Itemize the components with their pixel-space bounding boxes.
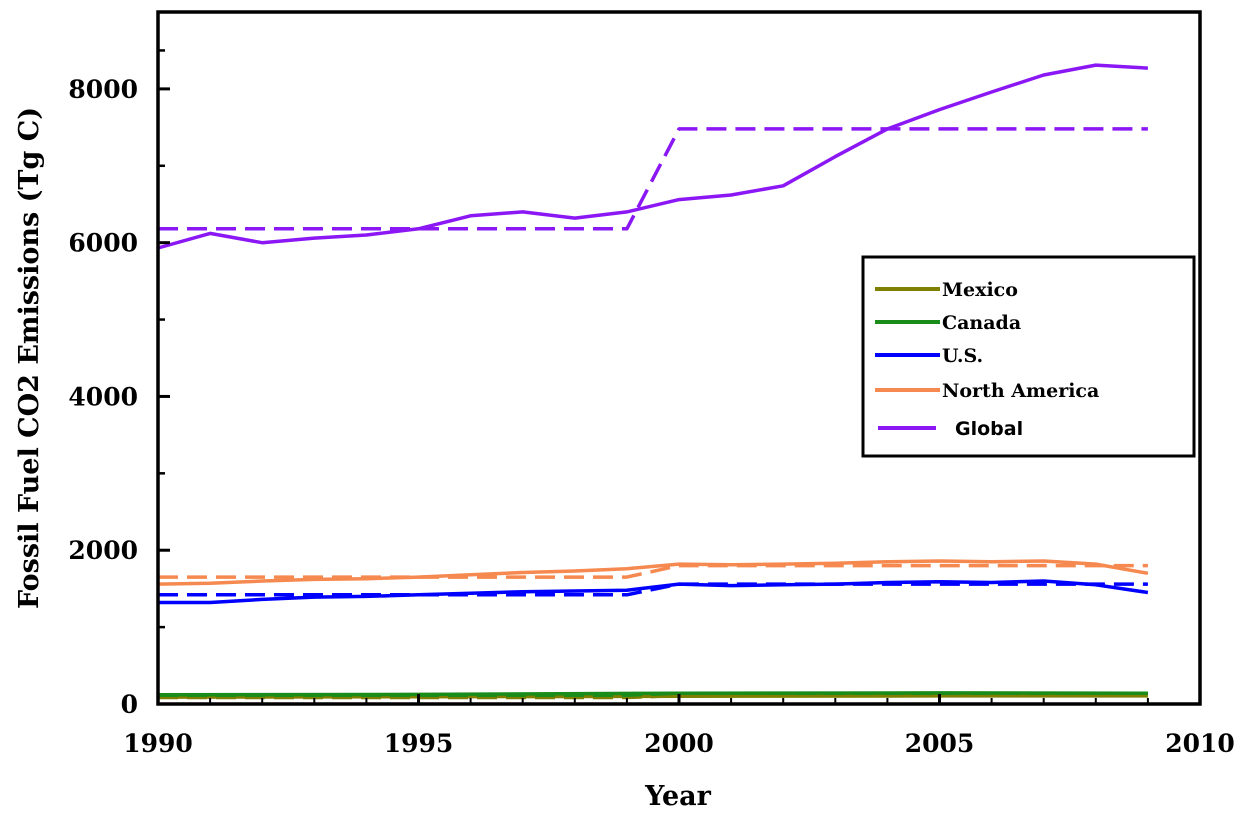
- legend-label-canada: Canada: [942, 312, 1021, 334]
- y-tick-label: 2000: [68, 536, 138, 565]
- x-tick-label: 1990: [123, 729, 193, 758]
- legend-label-north-america: North America: [942, 380, 1099, 402]
- y-tick-label: 6000: [68, 229, 138, 258]
- y-axis-title: Fossil Fuel CO2 Emissions (Tg C): [14, 107, 45, 609]
- y-tick-label: 8000: [68, 75, 138, 104]
- y-tick-label: 0: [121, 690, 138, 719]
- series-line-global-dashed: [158, 127, 1148, 231]
- legend-label-u-s: U.S.: [942, 345, 983, 367]
- x-tick-label: 2010: [1165, 729, 1235, 758]
- series-line-global-solid: [157, 63, 1149, 250]
- legend-label-global: Global: [955, 418, 1023, 440]
- series-layer: [157, 63, 1149, 700]
- legend-label-mexico: Mexico: [942, 279, 1018, 301]
- x-tick-label: 2000: [644, 729, 714, 758]
- legend: Mexico Canada U.S. North America Global: [861, 255, 1196, 458]
- series-line-canada-dashed: [158, 691, 1148, 697]
- series-line-north-america-solid: [157, 559, 1149, 586]
- series-line-u-s-dashed: [158, 582, 1148, 597]
- x-tick-label: 1995: [384, 729, 454, 758]
- x-axis-title: Year: [644, 781, 712, 812]
- y-tick-label: 4000: [68, 382, 138, 411]
- series-line-mexico-dashed: [158, 693, 1148, 700]
- series-line-north-america-dashed: [158, 563, 1148, 579]
- x-tick-label: 2005: [905, 729, 975, 758]
- ticks-layer: 0 2000 4000 6000 8000 1990 1995 2000 2005 2010: [68, 10, 1235, 758]
